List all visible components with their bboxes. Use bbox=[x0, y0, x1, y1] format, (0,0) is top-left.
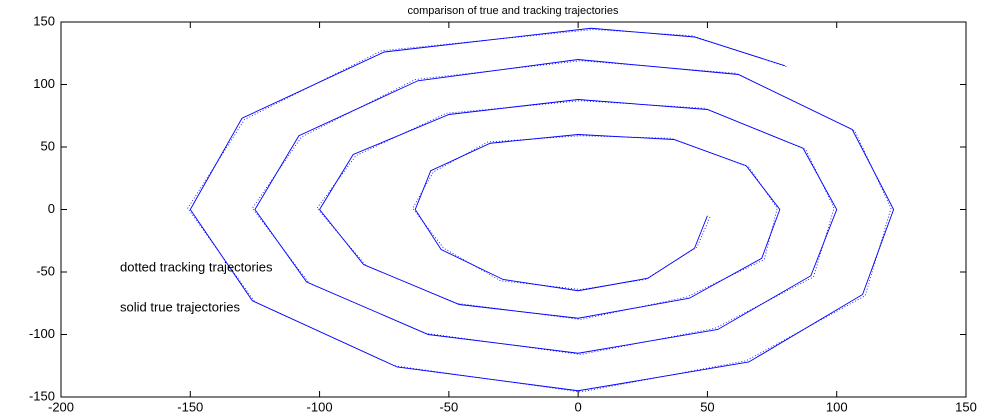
y-tick-label: -100 bbox=[29, 326, 55, 341]
x-tick-label: -150 bbox=[177, 399, 203, 414]
x-tick-label: 0 bbox=[575, 399, 582, 414]
x-tick-label: -100 bbox=[307, 399, 333, 414]
y-tick-label: 150 bbox=[33, 13, 55, 28]
y-tick-label: 0 bbox=[48, 201, 55, 216]
x-tick-label: -200 bbox=[48, 399, 74, 414]
tracking-trajectory bbox=[187, 29, 892, 393]
x-tick-label: 100 bbox=[826, 399, 848, 414]
x-tick-label: 150 bbox=[955, 399, 977, 414]
y-tick-label: -50 bbox=[36, 263, 55, 278]
chart-title: comparison of true and tracking trajecto… bbox=[408, 5, 619, 17]
x-tick-label: -50 bbox=[439, 399, 458, 414]
y-tick-label: 50 bbox=[41, 138, 55, 153]
true-trajectory bbox=[189, 27, 895, 392]
x-tick-label: 50 bbox=[700, 399, 714, 414]
y-tick-label: 100 bbox=[33, 76, 55, 91]
y-tick-label: -150 bbox=[29, 388, 55, 403]
annotation: solid true trajectories bbox=[120, 299, 240, 314]
annotation: dotted tracking trajectories bbox=[120, 259, 273, 274]
